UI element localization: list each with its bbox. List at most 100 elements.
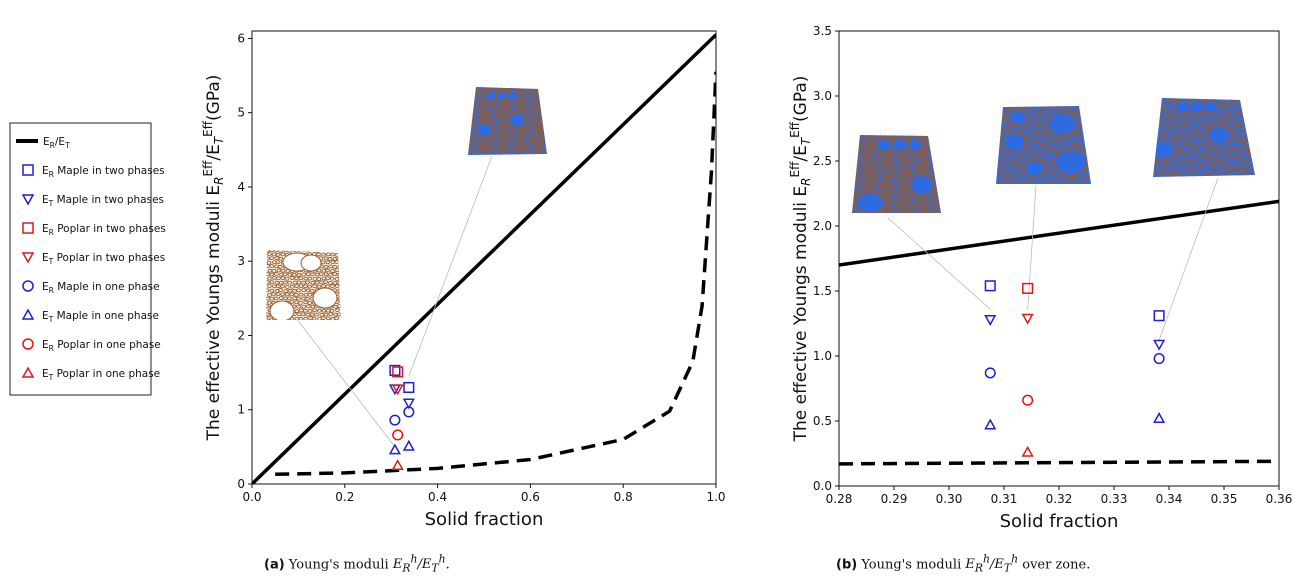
data-point [984, 315, 997, 326]
inset-pore [1008, 109, 1028, 125]
x-tick-label: 0.34 [1156, 492, 1183, 506]
y-tick-label: 1.5 [813, 284, 832, 298]
legend-marker [22, 222, 34, 234]
data-point [391, 459, 404, 471]
legend-label: ET Poplar in two phases [42, 252, 165, 266]
x-tick-label: 0.36 [1266, 492, 1293, 506]
x-tick-label: 0.32 [1046, 492, 1073, 506]
data-point [389, 364, 401, 376]
legend-item: ER Maple in two phases [22, 164, 165, 179]
data-point [389, 414, 401, 426]
data-point [402, 398, 415, 410]
panel-a: 0.0 0.2 0.4 0.6 0.8 1.0 0 1 2 3 4 5 6 Solid fraction T… [201, 30, 726, 530]
x-tick-label: 0.29 [881, 492, 908, 506]
data-point [984, 280, 996, 292]
y-tick-label: 2 [237, 328, 245, 342]
inset-pore [1023, 159, 1045, 177]
legend-label: ET Maple in one phase [42, 310, 159, 324]
inset-leader-line [295, 317, 396, 448]
plot-area [252, 33, 716, 484]
data-point [392, 429, 404, 441]
y-tick-label: 5 [237, 106, 245, 120]
data-point [402, 439, 415, 451]
legend-marker [22, 164, 34, 176]
x-tick-label: 0.28 [826, 492, 853, 506]
legend-item: ER Poplar in one phase [22, 338, 161, 353]
inset-pore [891, 138, 909, 152]
data-point [403, 406, 415, 418]
inset-maple-image [468, 87, 547, 155]
legend-item: ET Poplar in two phases [21, 252, 165, 266]
inset-pore [855, 192, 885, 213]
inset-pore [1202, 100, 1220, 114]
data-point [391, 384, 404, 396]
inset-pore [1054, 149, 1088, 175]
caption-a: (a) Young's moduli ERh/ETh. [264, 553, 450, 575]
data-point [984, 367, 996, 379]
legend-label: ER Maple in one phase [42, 281, 160, 295]
data-point [1022, 282, 1034, 294]
y-tick-label: 0.5 [813, 414, 832, 428]
y-tick-label: 2.5 [813, 154, 832, 168]
inset-pore [312, 287, 338, 309]
y-tick-label: 1 [237, 403, 245, 417]
legend-marker [21, 366, 35, 378]
data-point [1153, 310, 1165, 322]
data-point [1022, 394, 1034, 406]
inset-pore [506, 90, 520, 102]
x-tick-label: 1.0 [706, 490, 725, 504]
y-tick-label: 0.0 [813, 479, 832, 493]
dashed-bound-line [839, 459, 1279, 466]
y-tick-label: 0 [237, 477, 245, 491]
legend-label: ET Maple in two phases [42, 194, 164, 208]
dashed-bound-line [275, 71, 716, 477]
inset-pore [1002, 132, 1026, 152]
legend-marker [21, 308, 35, 320]
caption-b-math: ERh/ETh [965, 553, 1019, 575]
legend-item: ER/ET [16, 136, 70, 150]
inset-pore [300, 254, 322, 272]
inset-image-2 [996, 106, 1091, 184]
panel-b: 0.28 0.29 0.30 0.31 0.32 0.33 0.34 0.35 0.36 0.0 0… [788, 24, 1292, 532]
x-tick-label: 0.33 [1101, 492, 1128, 506]
caption-b: (b) Young's moduli ERh/ETh over zone. [836, 553, 1091, 575]
legend-item: ER Maple in one phase [22, 280, 160, 295]
inset-leader-line [1027, 184, 1037, 311]
inset-pore [483, 90, 497, 102]
legend-marker [21, 252, 35, 264]
inset-pore [475, 122, 493, 138]
data-point [1153, 412, 1166, 423]
legend-marker [22, 338, 34, 350]
inset-image-1 [852, 135, 941, 213]
data-point [1153, 339, 1166, 351]
y-tick-label: 1.0 [813, 349, 832, 363]
inset-pore [269, 300, 295, 320]
inset-pore [1047, 112, 1077, 136]
legend: ER/ET ER Maple in two phases ET Maple in t… [9, 122, 166, 396]
inset-leader-line [408, 155, 493, 377]
caption-a-math: ERh/ETh [392, 553, 446, 575]
legend-marker [22, 280, 34, 292]
x-tick-label: 0.0 [242, 490, 261, 504]
legend-item: ET Maple in one phase [21, 308, 159, 324]
plot-area [839, 199, 1279, 466]
x-tick-label: 0.8 [614, 490, 633, 504]
legend-label: ET Poplar in one phase [42, 368, 160, 382]
data-point [1021, 313, 1034, 325]
y-tick-label: 3.0 [813, 89, 832, 103]
inset-pore [875, 138, 893, 152]
data-point [1021, 445, 1034, 457]
y-tick-label: 6 [237, 31, 245, 45]
y-axis-label: The effective Youngs moduli EREff/ETEff(… [788, 76, 813, 443]
legend-marker [21, 194, 35, 206]
data-point [1153, 353, 1165, 365]
x-tick-label: 0.30 [936, 492, 963, 506]
inset-pore [910, 174, 934, 196]
legend-item: ET Poplar in one phase [21, 366, 160, 382]
legend-label: ER/ET [43, 136, 70, 150]
y-axis-label: The effective Youngs moduli EREff/ETEff(… [201, 75, 226, 442]
y-tick-label: 3.5 [813, 24, 832, 38]
inset-leader-line [887, 217, 991, 310]
inset-pore [1207, 125, 1231, 145]
